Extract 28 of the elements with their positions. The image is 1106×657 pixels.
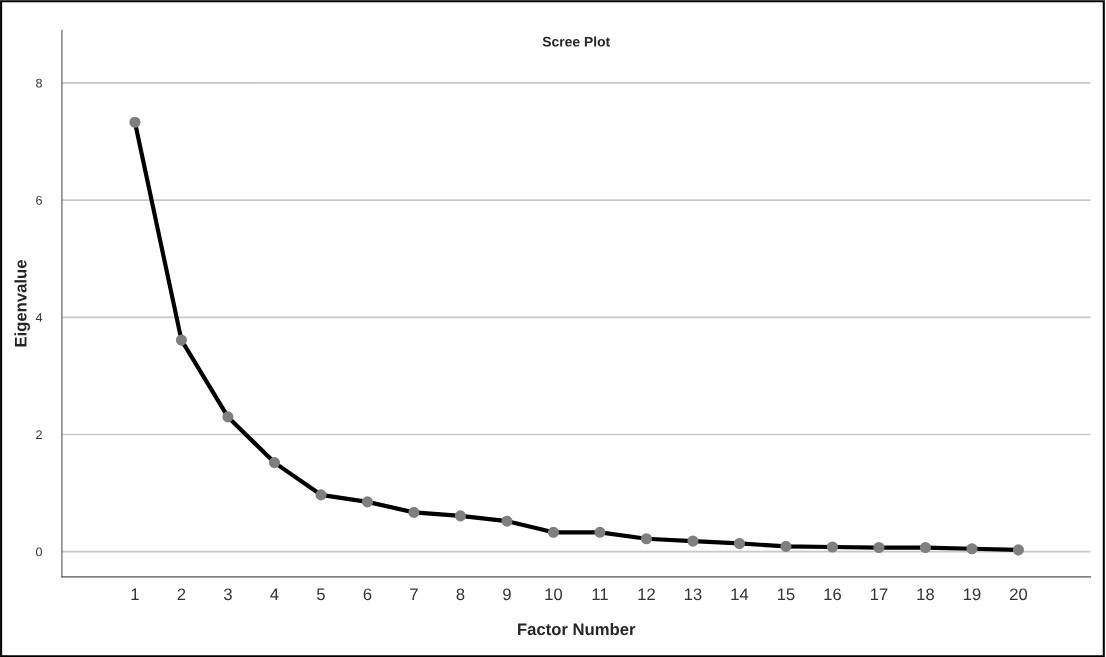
x-axis-title: Factor Number xyxy=(518,622,636,636)
x-tick-label: 8 xyxy=(456,588,465,601)
x-tick-label: 6 xyxy=(363,588,372,601)
x-tick-label: 12 xyxy=(638,588,655,601)
x-tick-label: 5 xyxy=(316,588,325,601)
x-tick-label: 7 xyxy=(410,588,418,601)
chart-title: Scree Plot xyxy=(542,36,611,47)
y-tick-label: 6 xyxy=(36,195,42,205)
x-tick-label: 4 xyxy=(270,588,279,601)
x-tick-label: 1 xyxy=(131,588,139,601)
y-axis-title: Eigenvalue xyxy=(14,260,30,347)
x-tick-label: 17 xyxy=(870,588,888,601)
x-tick-label: 20 xyxy=(1010,588,1028,601)
x-tick-label: 3 xyxy=(223,588,232,601)
x-tick-label: 10 xyxy=(545,588,563,601)
x-tick-label: 2 xyxy=(177,588,186,601)
x-tick-label: 15 xyxy=(777,588,795,601)
x-tick-label: 14 xyxy=(731,588,749,601)
x-tick-label: 16 xyxy=(824,588,841,601)
y-tick-label: 2 xyxy=(36,430,42,440)
y-tick-label: 8 xyxy=(36,78,42,88)
y-tick-label: 0 xyxy=(36,547,42,557)
x-tick-label: 11 xyxy=(592,588,608,601)
x-tick-label: 18 xyxy=(917,588,934,601)
x-tick-label: 9 xyxy=(503,588,511,601)
x-tick-label: 13 xyxy=(684,588,702,601)
y-tick-label: 4 xyxy=(35,313,43,322)
x-tick-label: 19 xyxy=(963,588,981,601)
